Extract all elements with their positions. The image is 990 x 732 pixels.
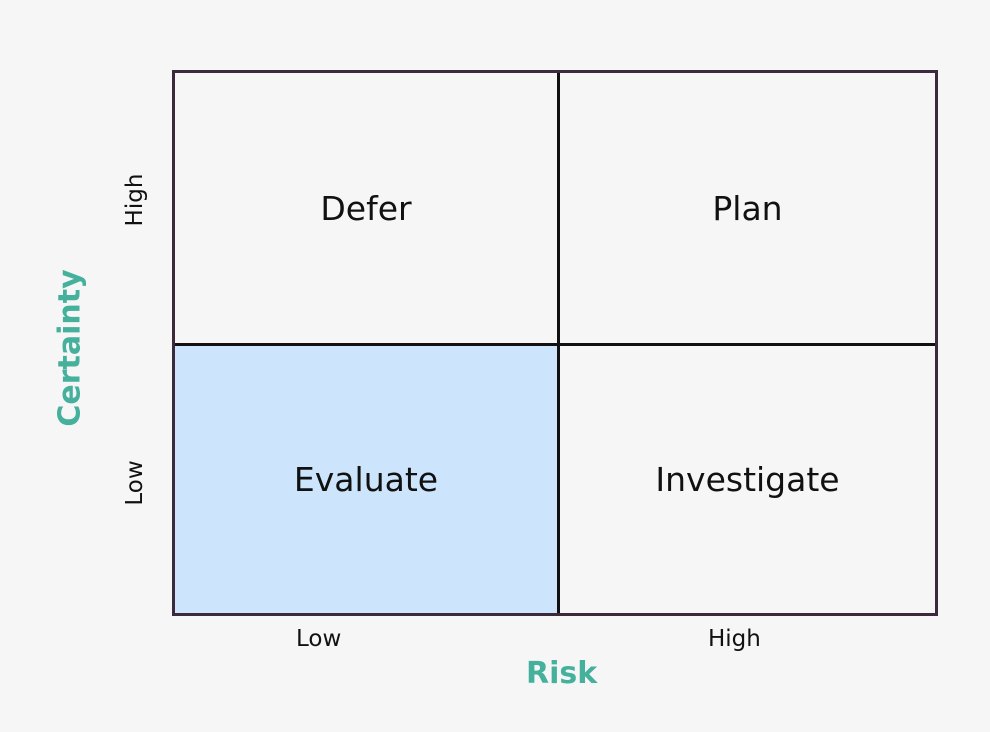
horizontal-divider <box>175 343 935 346</box>
quadrant-investigate: Investigate <box>560 346 935 613</box>
quadrant-label: Defer <box>320 188 412 228</box>
quadrant-label: Evaluate <box>293 460 439 499</box>
matrix-frame: Defer Plan Evaluate Investigate <box>172 70 938 616</box>
x-axis-label: Risk <box>526 656 598 691</box>
y-tick-high: High <box>122 173 148 227</box>
y-axis-label: Certainty <box>52 269 88 427</box>
quadrant-label: Plan <box>712 188 783 228</box>
y-tick-low: Low <box>122 460 148 506</box>
quadrant-plan: Plan <box>560 73 935 343</box>
quadrant-label: Investigate <box>655 460 840 499</box>
x-tick-low: Low <box>296 626 342 652</box>
quadrant-evaluate: Evaluate <box>175 346 557 613</box>
quadrant-defer: Defer <box>175 73 557 343</box>
x-tick-high: High <box>708 626 761 652</box>
